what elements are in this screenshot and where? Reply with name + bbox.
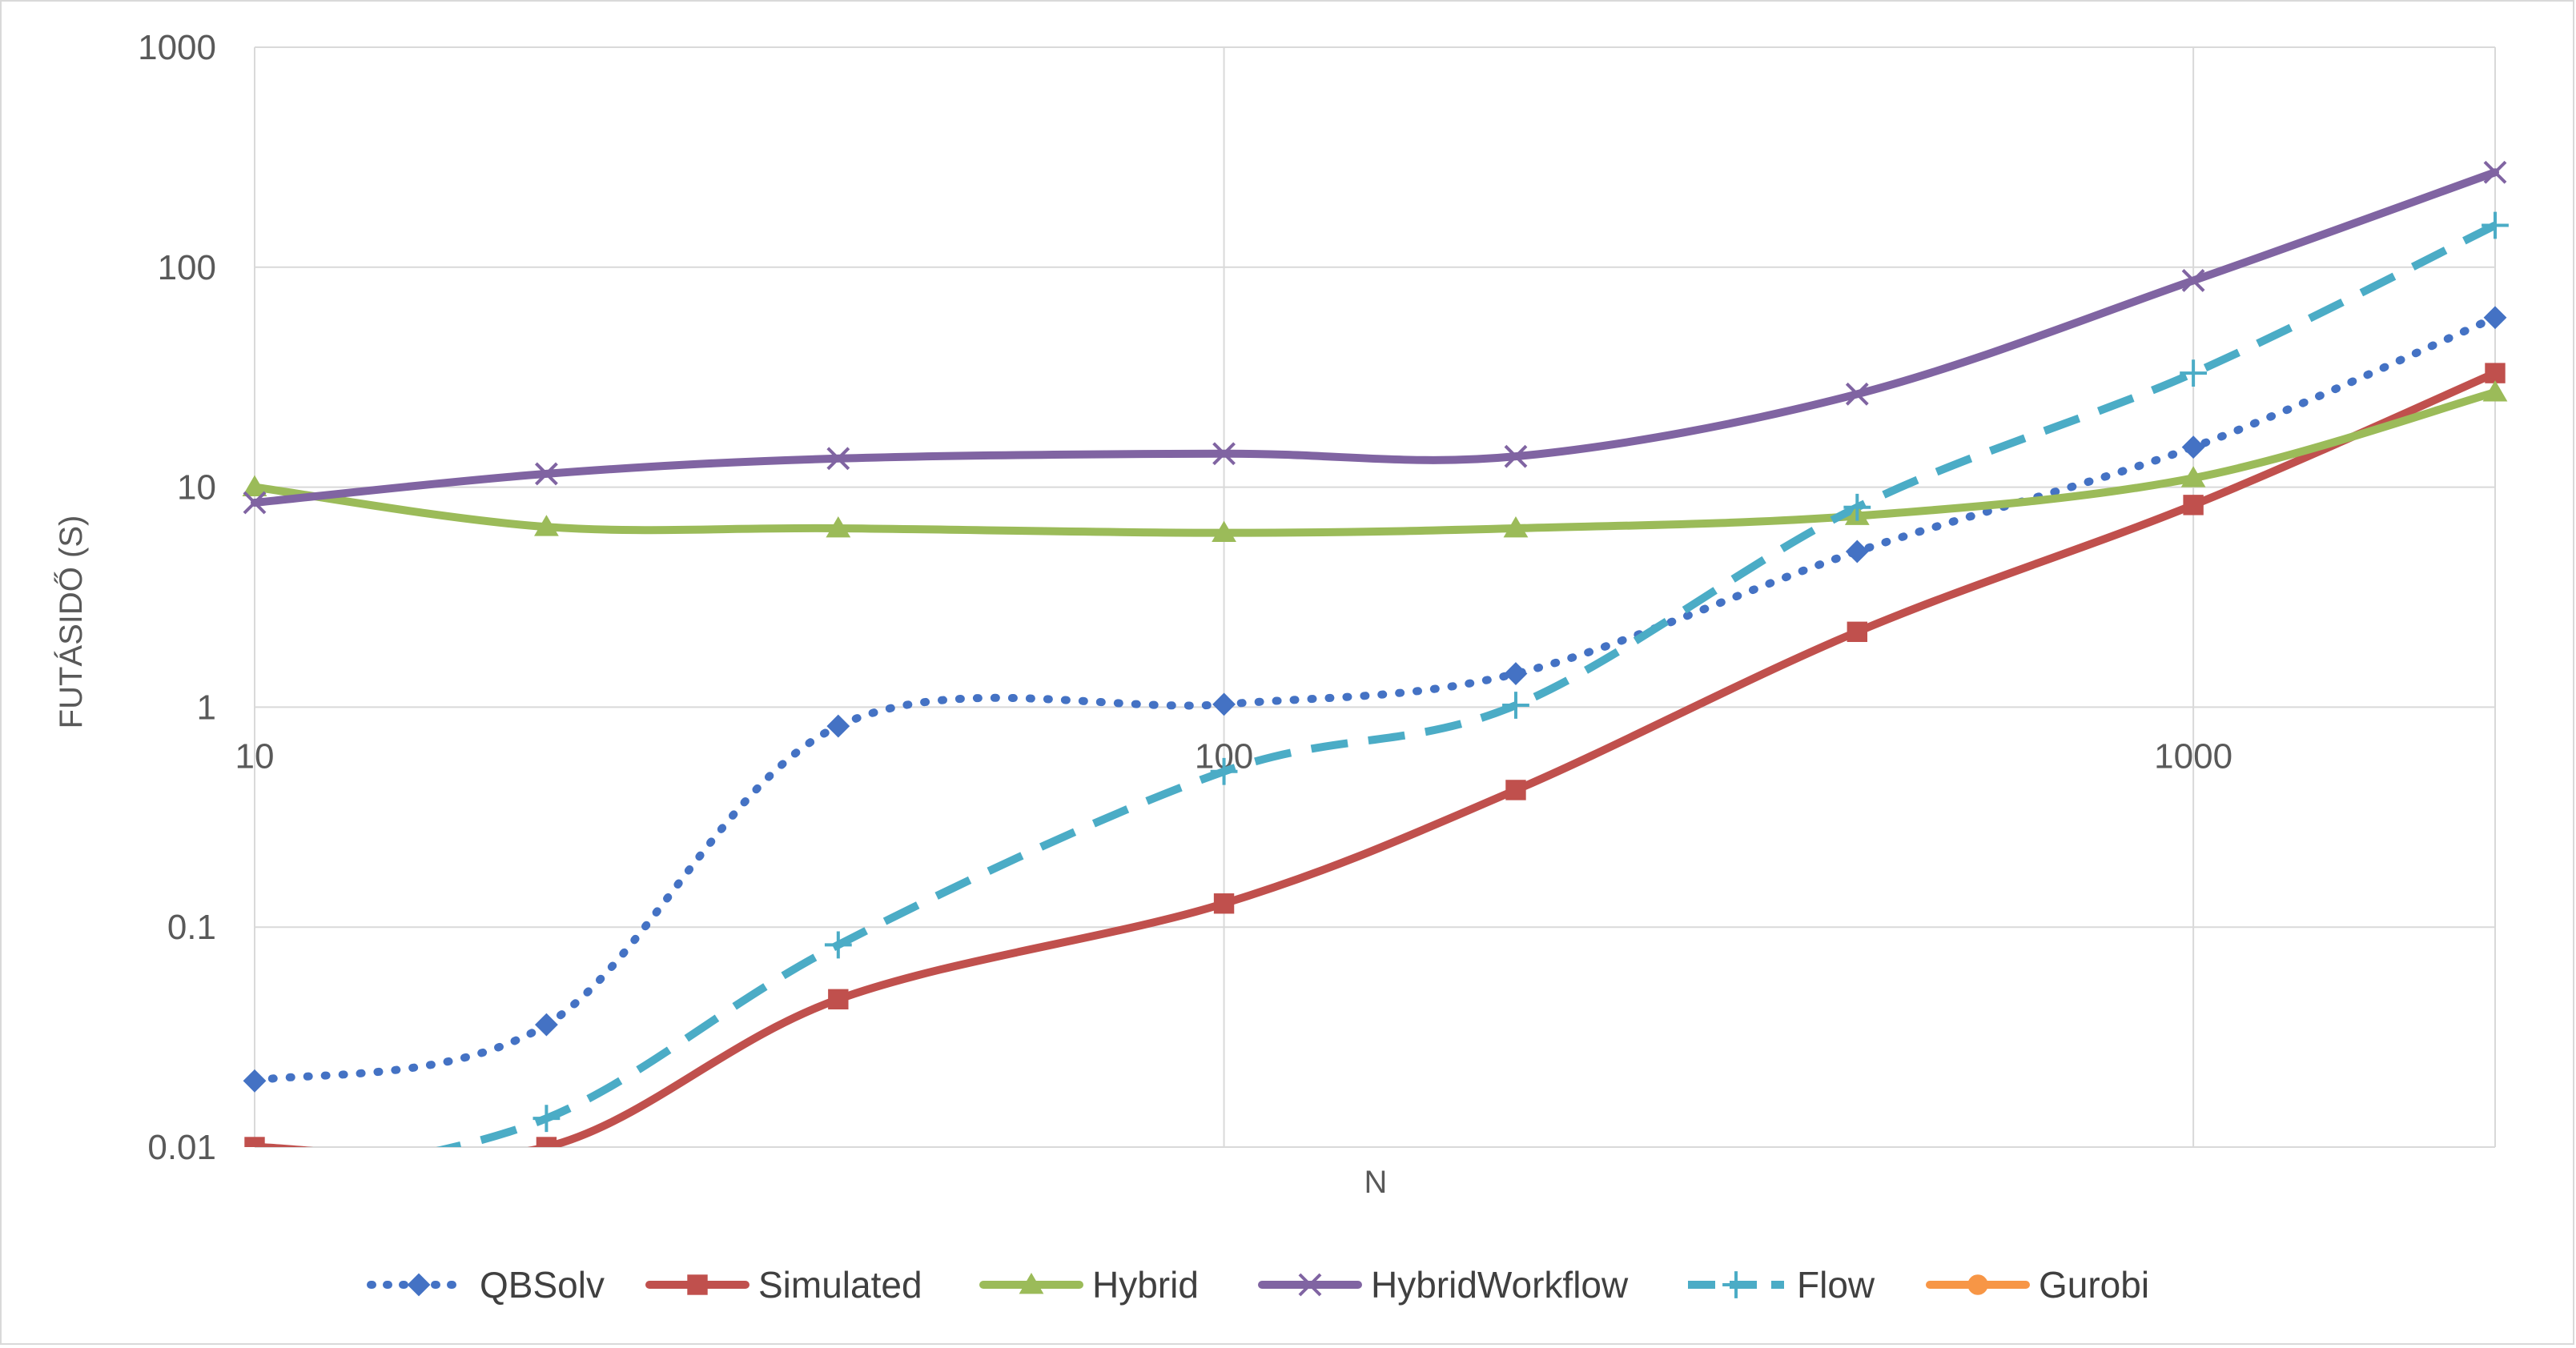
y-tick-label: 1000: [138, 28, 216, 67]
y-tick-label: 0.1: [167, 908, 216, 947]
legend-marker-hybrid: [1019, 1273, 1044, 1294]
legend-item-simulated: Simulated: [645, 1264, 922, 1306]
data-point-hybridworkflow: [826, 447, 850, 471]
series-line-simulated: [251, 369, 2499, 1147]
y-tick-label: 0.01: [147, 1128, 216, 1167]
data-point-hybrid: [242, 475, 267, 496]
legend-marker-hybridworkflow: [1298, 1273, 1322, 1297]
markers-qbsolv: [243, 306, 2507, 1093]
y-tick-label: 1: [197, 688, 216, 727]
data-point-hybrid: [534, 515, 559, 536]
legend-label-hybrid: Hybrid: [1092, 1264, 1199, 1306]
data-point-hybrid: [1503, 516, 1529, 538]
data-point-simulated: [2183, 495, 2204, 516]
data-point-qbsolv: [826, 714, 850, 738]
data-point-hybridworkflow: [2483, 160, 2507, 184]
legend-marker-gurobi: [1967, 1274, 1988, 1295]
data-point-flow: [2482, 211, 2509, 239]
data-point-flow: [2180, 359, 2208, 387]
legend-label-gurobi: Gurobi: [2039, 1264, 2149, 1306]
data-point-qbsolv: [534, 1013, 558, 1037]
data-point-qbsolv: [2483, 306, 2507, 330]
series-line-hybrid: [251, 388, 2499, 537]
legend: QBSolv Simulated Hybrid HybridWorkflow Flow G…: [367, 1264, 2149, 1306]
legend-marker-simulated: [687, 1274, 708, 1295]
legend-label-simulated: Simulated: [758, 1264, 922, 1306]
x-axis-title: N: [1364, 1165, 1388, 1200]
data-point-flow: [241, 1170, 268, 1198]
data-point-simulated: [1847, 621, 1868, 643]
legend-marker-flow: [1722, 1271, 1750, 1298]
markers-simulated: [244, 363, 2506, 1147]
markers-hybridworkflow: [243, 160, 2507, 515]
data-point-qbsolv: [2181, 435, 2205, 459]
data-point-hybrid: [2180, 466, 2206, 487]
data-point-qbsolv: [243, 1069, 267, 1093]
data-point-simulated: [536, 1137, 557, 1147]
series-markers: [241, 160, 2509, 1198]
markers-flow: [241, 211, 2509, 1198]
x-tick-label: 1000: [2154, 736, 2232, 776]
y-tick-label: 10: [177, 468, 216, 508]
data-point-hybrid: [1212, 520, 1236, 543]
legend-marker-qbsolv: [407, 1273, 431, 1297]
series-line-flow: [436, 222, 2498, 1147]
series-line-qbsolv: [251, 313, 2499, 1085]
legend-label-hybridworkflow: HybridWorkflow: [1371, 1264, 1629, 1306]
data-point-simulated: [828, 989, 849, 1010]
legend-item-gurobi: Gurobi: [1926, 1264, 2149, 1306]
data-point-hybridworkflow: [534, 462, 558, 486]
data-point-flow: [1502, 692, 1529, 719]
data-point-qbsolv: [1504, 662, 1528, 685]
data-point-hybrid: [826, 516, 851, 538]
data-point-qbsolv: [1212, 692, 1236, 716]
legend-item-hybrid: Hybrid: [979, 1264, 1199, 1306]
data-point-hybridworkflow: [2181, 269, 2205, 292]
y-axis-title: FUTÁSIDŐ (S): [53, 516, 89, 729]
legend-item-hybridworkflow: HybridWorkflow: [1258, 1264, 1629, 1306]
y-tick-label: 100: [158, 248, 216, 287]
data-point-simulated: [1505, 780, 1526, 800]
data-point-hybridworkflow: [1212, 442, 1236, 466]
data-point-simulated: [2485, 363, 2506, 383]
data-point-flow: [1843, 493, 1871, 521]
data-point-flow: [532, 1105, 561, 1133]
data-point-simulated: [1213, 893, 1235, 914]
data-point-flow: [1210, 757, 1238, 785]
data-point-flow: [824, 931, 852, 959]
data-point-qbsolv: [1845, 540, 1869, 564]
x-tick-label: 10: [235, 736, 275, 776]
markers-hybrid: [242, 380, 2508, 543]
data-point-hybridworkflow: [243, 491, 267, 515]
series-lines: [251, 168, 2499, 1147]
legend-label-flow: Flow: [1797, 1264, 1875, 1306]
legend-item-flow: Flow: [1688, 1264, 1875, 1306]
data-point-hybridworkflow: [1845, 382, 1869, 406]
legend-label-qbsolv: QBSolv: [480, 1264, 605, 1306]
series-line-hybridworkflow: [251, 168, 2499, 507]
legend-item-qbsolv: QBSolv: [367, 1264, 605, 1306]
data-point-simulated: [244, 1137, 265, 1147]
data-point-hybridworkflow: [1504, 444, 1528, 468]
grid-lines: [254, 46, 2496, 1148]
data-point-hybrid: [2482, 380, 2508, 402]
